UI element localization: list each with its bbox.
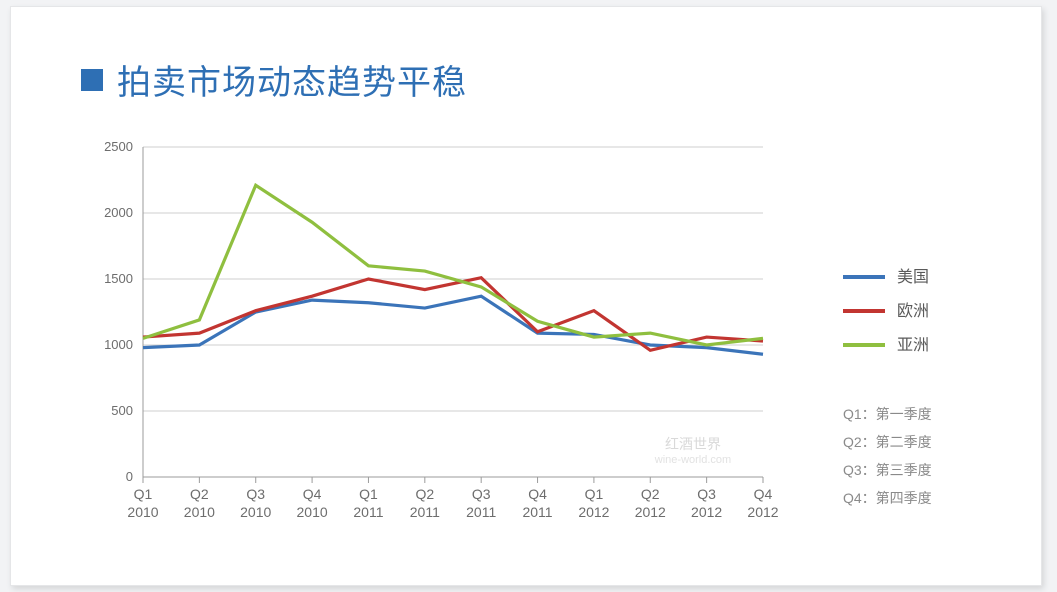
x-tick-label-year: 2010 — [297, 504, 328, 520]
quarter-note: Q2：第二季度 — [843, 434, 932, 450]
x-tick-label-q: Q1 — [359, 486, 378, 502]
x-tick-label-q: Q3 — [472, 486, 491, 502]
square-bullet-icon — [81, 69, 103, 91]
x-tick-label-q: Q3 — [246, 486, 265, 502]
x-tick-label-year: 2012 — [635, 504, 666, 520]
x-tick-label-year: 2010 — [127, 504, 158, 520]
watermark: 红酒世界 — [665, 436, 721, 452]
y-tick-label: 1000 — [104, 337, 133, 352]
x-tick-label-q: Q4 — [303, 486, 322, 502]
series-line — [143, 278, 763, 351]
x-tick-label-year: 2010 — [184, 504, 215, 520]
legend-label: 美国 — [897, 268, 929, 286]
x-tick-label-year: 2010 — [240, 504, 271, 520]
x-tick-label-year: 2011 — [353, 504, 383, 520]
watermark-sub: wine-world.com — [654, 454, 731, 466]
x-tick-label-q: Q1 — [134, 486, 153, 502]
slide: 拍卖市场动态趋势平稳 0 500 1000 1500 2000 2500 Q1 2010 Q2 2… — [10, 6, 1042, 586]
x-tick-label-year: 2012 — [747, 504, 778, 520]
y-tick-label: 0 — [126, 469, 133, 484]
x-tick-label-q: Q2 — [415, 486, 434, 502]
x-tick-label-q: Q2 — [190, 486, 209, 502]
x-tick-label-year: 2011 — [466, 504, 496, 520]
line-chart: 0 500 1000 1500 2000 2500 Q1 2010 Q2 2010 Q3 2010 Q4… — [83, 137, 983, 557]
legend-label: 亚洲 — [897, 337, 929, 354]
series-line — [143, 185, 763, 345]
quarter-note: Q4：第四季度 — [843, 490, 932, 506]
title-row: 拍卖市场动态趋势平稳 — [81, 55, 467, 104]
legend-label: 欧洲 — [897, 302, 929, 320]
slide-title: 拍卖市场动态趋势平稳 — [117, 55, 467, 104]
x-tick-label-q: Q3 — [697, 486, 716, 502]
y-tick-label: 1500 — [104, 271, 133, 286]
x-tick-label-year: 2012 — [578, 504, 609, 520]
x-tick-label-q: Q4 — [754, 486, 773, 502]
chart-container: 0 500 1000 1500 2000 2500 Q1 2010 Q2 2010 Q3 2010 Q4… — [83, 137, 983, 557]
x-tick-label-q: Q4 — [528, 486, 547, 502]
x-tick-label-year: 2012 — [691, 504, 722, 520]
x-tick-label-q: Q1 — [585, 486, 604, 502]
x-tick-label-year: 2011 — [410, 504, 440, 520]
quarter-note: Q1：第一季度 — [843, 406, 932, 422]
quarter-note: Q3：第三季度 — [843, 462, 932, 478]
y-tick-label: 500 — [111, 403, 133, 418]
x-tick-label-q: Q2 — [641, 486, 660, 502]
y-tick-label: 2500 — [104, 139, 133, 154]
y-tick-label: 2000 — [104, 205, 133, 220]
x-tick-label-year: 2011 — [522, 504, 552, 520]
